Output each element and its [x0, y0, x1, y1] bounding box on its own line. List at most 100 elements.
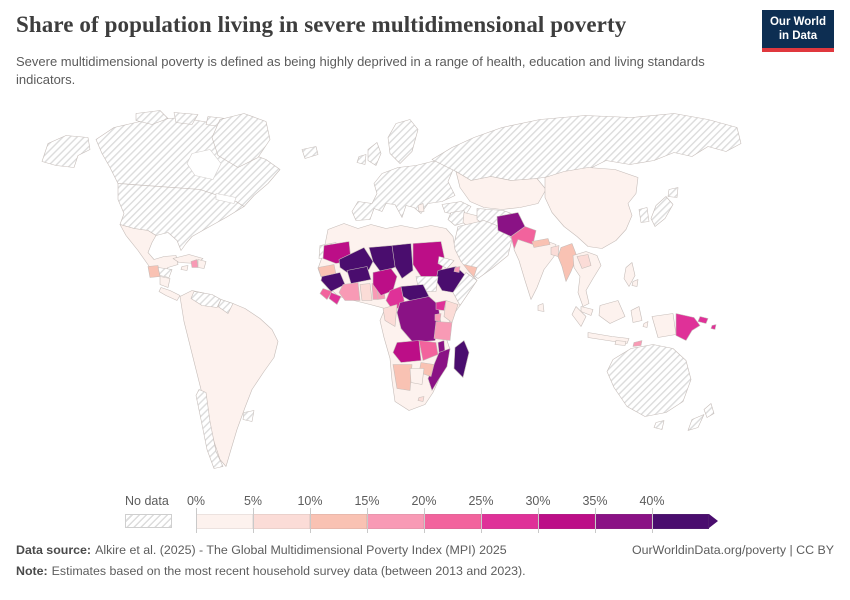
- legend-arrow: [709, 514, 718, 528]
- map-region-namibia[interactable]: [392, 364, 413, 391]
- map-region-new-zealand[interactable]: [687, 403, 715, 431]
- map-region-dominican-republic[interactable]: [197, 259, 207, 269]
- map-region-greenland[interactable]: [211, 113, 271, 168]
- map-region-botswana[interactable]: [409, 368, 425, 385]
- no-data-label: No data: [125, 494, 169, 508]
- great-lakes: [215, 193, 237, 204]
- legend-tick-label: 40%: [639, 494, 665, 508]
- legend-tick: [253, 508, 254, 533]
- no-data-swatch[interactable]: [125, 514, 172, 528]
- map-region-ireland[interactable]: [356, 154, 367, 165]
- map-region-papua-new-guinea[interactable]: [675, 313, 717, 341]
- map-region-west-papua[interactable]: [651, 313, 677, 338]
- map-region-albania[interactable]: [417, 203, 425, 212]
- map-region-australia[interactable]: [606, 344, 692, 430]
- map-region-congo-gabon[interactable]: [382, 304, 398, 327]
- map-region-djibouti[interactable]: [453, 266, 461, 273]
- map-region-bangladesh[interactable]: [550, 245, 560, 257]
- legend-bin-35-40%[interactable]: [595, 514, 652, 529]
- map-region-guinea[interactable]: [320, 272, 346, 292]
- world-map[interactable]: [40, 108, 790, 486]
- map-region-venezuela[interactable]: [190, 291, 222, 308]
- legend-tick: [595, 508, 596, 533]
- legend-tick-label: 15%: [354, 494, 380, 508]
- map-region-myanmar[interactable]: [557, 243, 578, 282]
- map-region-alaska[interactable]: [41, 135, 91, 168]
- map-region-honduras[interactable]: [157, 267, 173, 278]
- map-region-chad[interactable]: [391, 243, 414, 279]
- legend-bin-15-20%[interactable]: [367, 514, 424, 529]
- map-region-mexico[interactable]: [119, 224, 179, 276]
- legend-color-bar[interactable]: 0% 5% 10% 15% 20% 25% 30% 35% 40%: [187, 494, 756, 534]
- legend-bin-40%+[interactable]: [652, 514, 709, 529]
- map-region-sierra-leone[interactable]: [319, 288, 333, 300]
- legend-bin-25-30%[interactable]: [481, 514, 538, 529]
- map-region-south-america[interactable]: [179, 290, 279, 467]
- data-source-text: Alkire et al. (2025) - The Global Multid…: [95, 543, 507, 557]
- map-region-china-mongolia[interactable]: [544, 167, 639, 249]
- map-region-jamaica[interactable]: [180, 265, 189, 271]
- map-region-guyana[interactable]: [217, 299, 234, 314]
- credit-link[interactable]: OurWorldinData.org/poverty | CC BY: [631, 543, 834, 557]
- data-source-line: Data source: Alkire et al. (2025) - The G…: [16, 542, 507, 560]
- map-region-somalia[interactable]: [452, 272, 478, 306]
- map-region-sulawesi[interactable]: [630, 306, 643, 323]
- map-region-uganda[interactable]: [435, 300, 447, 311]
- legend-tick-label: 35%: [582, 494, 608, 508]
- map-region-lesotho[interactable]: [417, 396, 425, 402]
- map-region-sri-lanka[interactable]: [537, 303, 545, 312]
- map-region-united-kingdom[interactable]: [367, 142, 382, 166]
- map-region-timor-leste[interactable]: [632, 340, 643, 347]
- map-region-democratic-republic-of-congo[interactable]: [396, 296, 442, 343]
- map-region-angola[interactable]: [392, 340, 422, 363]
- map-region-nicaragua[interactable]: [159, 276, 171, 288]
- legend-tick: [196, 508, 197, 533]
- map-region-europe-mainland[interactable]: [351, 159, 456, 221]
- map-region-nepal[interactable]: [531, 238, 551, 248]
- map-region-india[interactable]: [513, 239, 557, 300]
- chart-footer: Data source: Alkire et al. (2025) - The G…: [16, 542, 834, 581]
- legend-bin-0-5%[interactable]: [196, 514, 253, 529]
- map-region-iceland[interactable]: [301, 146, 319, 159]
- map-region-central-asia[interactable]: [455, 171, 547, 210]
- map-region-madagascar[interactable]: [453, 340, 470, 378]
- chart-subtitle: Severe multidimensional poverty is defin…: [16, 54, 705, 87]
- map-region-indochina[interactable]: [572, 251, 602, 307]
- legend-tick-label: 5%: [243, 494, 263, 508]
- map-region-japan[interactable]: [650, 187, 679, 227]
- map-region-liberia[interactable]: [328, 292, 342, 305]
- legend-bin-30-35%[interactable]: [538, 514, 595, 529]
- map-region-tanzania[interactable]: [433, 321, 453, 341]
- map-legend: No data 0% 5% 10% 15% 20% 25% 30% 35% 40%: [0, 490, 850, 536]
- legend-tick-label: 30%: [525, 494, 551, 508]
- owid-logo[interactable]: Our World in Data: [761, 10, 834, 52]
- note-label: Note:: [16, 563, 48, 578]
- legend-tick-label: 0%: [186, 494, 206, 508]
- legend-tick: [652, 508, 653, 533]
- map-region-uruguay[interactable]: [242, 410, 255, 422]
- map-region-lesser-sunda[interactable]: [614, 321, 649, 346]
- world-map-svg[interactable]: [40, 108, 790, 486]
- legend-tick: [538, 508, 539, 533]
- legend-bin-20-25%[interactable]: [424, 514, 481, 529]
- note-text: Estimates based on the most recent house…: [51, 563, 526, 578]
- map-region-laos[interactable]: [576, 254, 592, 269]
- map-region-borneo[interactable]: [598, 300, 626, 324]
- map-region-philippines[interactable]: [623, 262, 639, 287]
- map-region-panama[interactable]: [158, 287, 181, 301]
- map-region-korea[interactable]: [638, 207, 650, 223]
- legend-bin-10-15%[interactable]: [310, 514, 367, 529]
- legend-bin-5-10%[interactable]: [253, 514, 310, 529]
- map-region-chile[interactable]: [195, 389, 224, 469]
- map-region-rwanda-burundi[interactable]: [434, 313, 442, 322]
- legend-bar-row[interactable]: [196, 514, 718, 529]
- data-source-label: Data source:: [16, 543, 92, 557]
- map-region-ghana[interactable]: [359, 283, 373, 301]
- hudson-bay: [186, 149, 222, 180]
- map-region-malaysia[interactable]: [580, 306, 594, 316]
- map-region-burkina-faso[interactable]: [346, 266, 372, 284]
- map-region-sumatra[interactable]: [571, 306, 587, 327]
- map-region-scandinavia[interactable]: [387, 119, 419, 164]
- page-title: Share of population living in severe mul…: [16, 12, 627, 37]
